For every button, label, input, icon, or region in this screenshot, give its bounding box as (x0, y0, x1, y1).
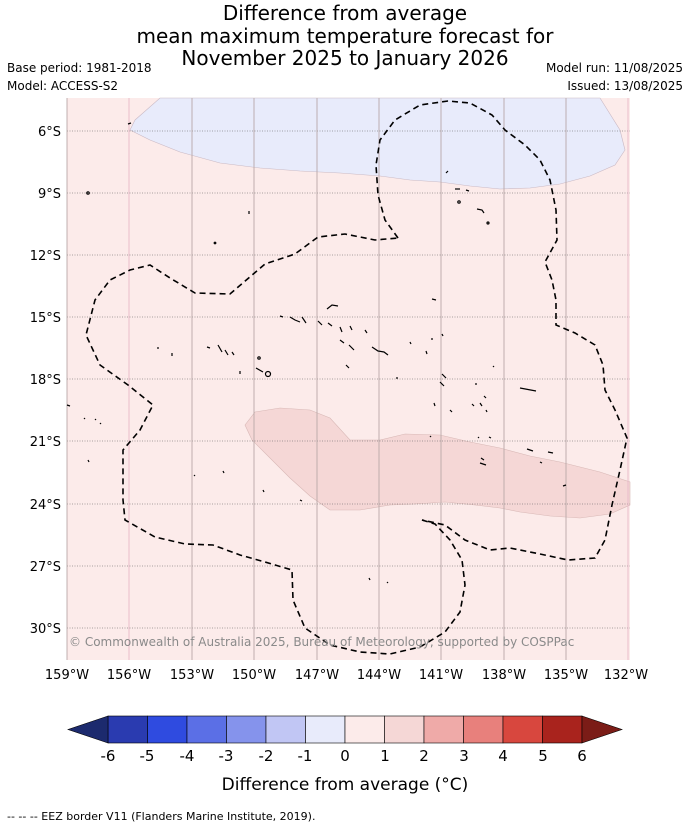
colorbar-tick: -2 (259, 747, 274, 765)
colorbar-segment (305, 715, 346, 744)
lat-label: 24°S (30, 498, 61, 513)
copyright-text: © Commonwealth of Australia 2025, Bureau… (69, 635, 574, 649)
lon-label: 159°W (45, 668, 89, 683)
colorbar-tick: 4 (498, 747, 508, 765)
base-info: Base period: 1981-2018 Model: ACCESS-S2 (7, 59, 152, 95)
longitude-labels: 159°W 156°W 153°W 150°W 147°W 144°W 141°… (45, 668, 648, 683)
colorbar-segment (107, 715, 148, 744)
title-line-3: November 2025 to January 2026 (181, 46, 509, 70)
lon-label: 156°W (107, 668, 151, 683)
colorbar-min-arrow (67, 715, 109, 744)
map-title: Difference from average mean maximum tem… (0, 2, 690, 70)
eez-legend-text: -- -- -- EEZ border V11 (Flanders Marine… (7, 810, 315, 823)
warm-anomaly-region (244, 407, 631, 519)
colorbar-tick: -5 (140, 747, 155, 765)
colorbar-tick: 1 (380, 747, 390, 765)
colorbar-tick: 6 (577, 747, 587, 765)
colorbar-tick: 5 (538, 747, 548, 765)
islands (66, 122, 567, 584)
colorbar-segment (463, 715, 504, 744)
colorbar-segment (226, 715, 267, 744)
colorbar-tick: -3 (219, 747, 234, 765)
map-background (67, 98, 630, 660)
lat-label: 15°S (30, 311, 61, 326)
lon-label: 144°W (357, 668, 401, 683)
colorbar-segment (502, 715, 543, 744)
colorbar-segment (384, 715, 425, 744)
colorbar-tick: -4 (180, 747, 195, 765)
lat-label: 6°S (38, 125, 61, 140)
lat-label: 30°S (30, 622, 61, 637)
colorbar-segment (423, 715, 464, 744)
colorbar-label: Difference from average (°C) (222, 775, 469, 795)
lat-label: 9°S (38, 187, 61, 202)
lon-label: 135°W (544, 668, 588, 683)
longitude-gridlines (66, 98, 629, 660)
title-line-1: Difference from average (222, 1, 468, 25)
lon-label: 153°W (170, 668, 214, 683)
colorbar-tick: 3 (459, 747, 469, 765)
colorbar-tick: -6 (101, 747, 116, 765)
colorbar-segment (542, 715, 583, 744)
title-line-2: mean maximum temperature forecast for (136, 23, 554, 48)
latitude-labels: 6°S 9°S 12°S 15°S 18°S 21°S 24°S 27°S 30… (30, 125, 61, 637)
colorbar-max-arrow (581, 715, 623, 744)
colorbar-segment (147, 715, 188, 744)
eez-border (85, 100, 628, 655)
colorbar (67, 715, 623, 744)
issued-text: Issued: 13/08/2025 (567, 79, 683, 93)
lon-label: 150°W (232, 668, 276, 683)
model-text: Model: ACCESS-S2 (7, 79, 119, 93)
lat-label: 21°S (30, 435, 61, 450)
colorbar-segment (265, 715, 306, 744)
colorbar-segment (344, 715, 385, 744)
model-run-text: Model run: 11/08/2025 (545, 61, 683, 75)
colorbar-tick: -1 (298, 747, 313, 765)
lon-label: 141°W (419, 668, 463, 683)
base-period-text: Base period: 1981-2018 (7, 61, 152, 75)
colorbar-tick: 2 (419, 747, 429, 765)
colorbar-ticks: -6 -5 -4 -3 -2 -1 0 1 2 3 4 5 6 (101, 747, 587, 765)
colorbar-tick: 0 (340, 747, 350, 765)
run-info: Model run: 11/08/2025 Issued: 13/08/2025 (546, 59, 683, 95)
lon-label: 132°W (604, 668, 648, 683)
lat-label: 27°S (30, 560, 61, 575)
lon-label: 138°W (482, 668, 526, 683)
lat-label: 18°S (30, 373, 61, 388)
colorbar-segment (186, 715, 227, 744)
lat-label: 12°S (30, 249, 61, 264)
lon-label: 147°W (295, 668, 339, 683)
